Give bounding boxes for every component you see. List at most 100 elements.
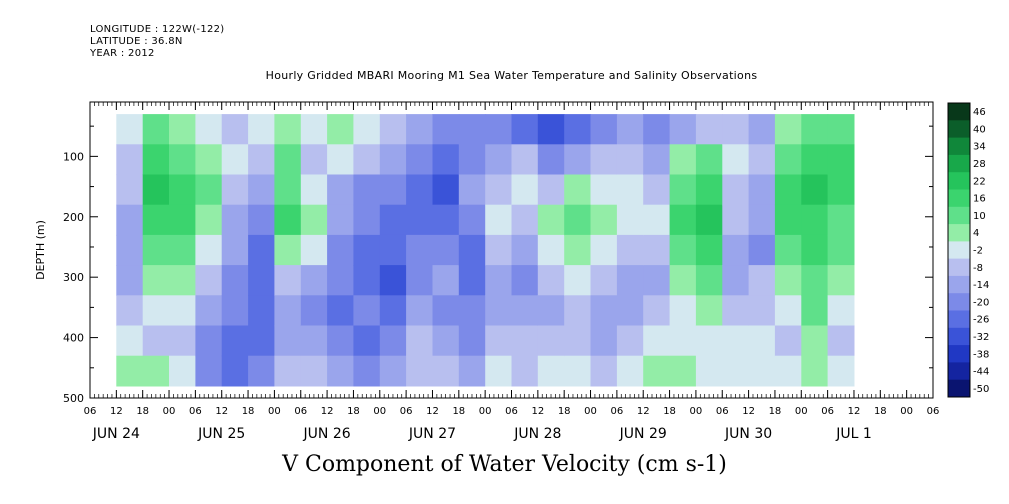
heatmap-cell: [248, 295, 275, 327]
heatmap-cells: [116, 114, 855, 387]
heatmap-cell: [274, 295, 302, 327]
heatmap-cell: [195, 204, 223, 236]
heatmap-cell: [537, 174, 565, 206]
heatmap-cell: [590, 204, 618, 236]
heatmap-cell: [801, 144, 829, 176]
heatmap-cell: [406, 204, 433, 236]
heatmap-cell: [511, 295, 539, 327]
x-hour-label: 12: [742, 406, 755, 417]
x-hour-label: 12: [426, 406, 439, 417]
heatmap-cell: [274, 174, 302, 206]
heatmap-cell: [116, 265, 144, 296]
heatmap-cell: [564, 144, 592, 176]
heatmap-cell: [827, 295, 855, 327]
heatmap-cell: [748, 265, 776, 296]
x-hour-label: 18: [242, 406, 255, 417]
heatmap-cell: [722, 174, 750, 206]
heatmap-cell: [616, 325, 644, 357]
heatmap-cell: [748, 295, 776, 327]
x-hour-label: 18: [874, 406, 887, 417]
colorbar-label: -44: [973, 367, 989, 378]
heatmap-cell: [300, 234, 328, 266]
x-hour-label: 18: [452, 406, 465, 417]
heatmap-cell: [116, 325, 144, 357]
colorbar-label: 10: [973, 211, 986, 222]
colorbar-label: -38: [973, 349, 989, 360]
heatmap-cell: [248, 355, 275, 387]
heatmap-cell: [827, 144, 855, 176]
heatmap-cell: [616, 295, 644, 327]
heatmap-cell: [116, 204, 144, 236]
colorbar-label: 22: [973, 176, 986, 187]
heatmap-cell: [616, 114, 644, 145]
x-hour-label: 12: [531, 406, 544, 417]
x-hour-label: 06: [821, 406, 834, 417]
colorbar-label: 34: [973, 142, 986, 153]
heatmap-cell: [590, 325, 618, 357]
heatmap-cell: [616, 174, 644, 206]
y-tick-label: 300: [63, 271, 84, 284]
heatmap-cell: [327, 325, 354, 357]
heatmap-cell: [722, 265, 750, 296]
heatmap-cell: [458, 325, 486, 357]
colorbar-swatch: [948, 327, 970, 346]
heatmap-cell: [248, 265, 275, 296]
heatmap-cell: [669, 114, 697, 145]
heatmap-cell: [669, 174, 697, 206]
heatmap-cell: [722, 234, 750, 266]
heatmap-cell: [485, 295, 513, 327]
heatmap-cell: [748, 144, 776, 176]
variable-title: V Component of Water Velocity (cm s-1): [282, 452, 727, 477]
colorbar-label: 28: [973, 159, 986, 170]
heatmap-cell: [379, 325, 407, 357]
heatmap-cell: [722, 325, 750, 357]
heatmap-cell: [195, 355, 223, 387]
colorbar-label: -32: [973, 332, 989, 343]
heatmap-cell: [669, 295, 697, 327]
x-hour-label: 18: [769, 406, 782, 417]
heatmap-cell: [827, 265, 855, 296]
heatmap-cell: [432, 355, 460, 387]
heatmap-cell: [406, 234, 433, 266]
heatmap-cell: [379, 114, 407, 145]
heatmap-cell: [616, 204, 644, 236]
heatmap-cell: [669, 144, 697, 176]
x-hour-label: 00: [268, 406, 281, 417]
heatmap-cell: [274, 144, 302, 176]
heatmap-cell: [142, 144, 170, 176]
heatmap-cell: [406, 114, 433, 145]
heatmap-cell: [695, 325, 723, 357]
heatmap-cell: [169, 174, 196, 206]
colorbar-swatch: [948, 362, 970, 381]
heatmap-cell: [511, 355, 539, 387]
heatmap-cell: [643, 325, 671, 357]
heatmap-cell: [458, 295, 486, 327]
heatmap-cell: [432, 234, 460, 266]
heatmap-cell: [801, 325, 829, 357]
heatmap-cell: [774, 325, 802, 357]
heatmap-cell: [511, 114, 539, 145]
heatmap-cell: [432, 204, 460, 236]
heatmap-cell: [774, 144, 802, 176]
x-hour-label: 06: [294, 406, 307, 417]
x-hour-label: 12: [215, 406, 228, 417]
heatmap-cell: [564, 355, 592, 387]
x-hour-label: 00: [690, 406, 703, 417]
colorbar: 46 40 34 28 22 16 10 4 -2 -8 -14 -20 -26 -32 -38 -44 -50: [947, 102, 989, 398]
heatmap-cell: [379, 265, 407, 296]
colorbar-label: -14: [973, 280, 989, 291]
colorbar-swatch: [948, 241, 970, 260]
heatmap-cell: [537, 355, 565, 387]
colorbar-label: -2: [973, 246, 983, 257]
heatmap-cell: [748, 204, 776, 236]
heatmap-cell: [379, 234, 407, 266]
x-hour-label: 18: [347, 406, 360, 417]
heatmap-cell: [827, 114, 855, 145]
heatmap-cell: [353, 114, 381, 145]
heatmap-cell: [221, 325, 249, 357]
colorbar-label: 46: [973, 107, 986, 118]
heatmap-cell: [274, 234, 302, 266]
x-hour-label: 06: [84, 406, 97, 417]
colorbar-label: 40: [973, 124, 986, 135]
colorbar-label: -50: [973, 384, 989, 395]
